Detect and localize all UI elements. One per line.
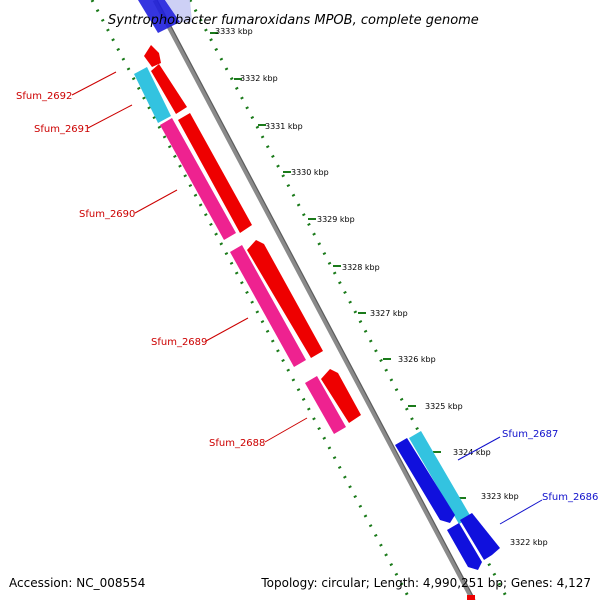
gene-feature-sfum-2692[interactable]: [144, 45, 161, 67]
cds-feature-sfum-2688[interactable]: [321, 369, 361, 423]
tick-label: 3328 kbp: [342, 263, 380, 272]
gene-feature-sfum-2687[interactable]: [409, 431, 471, 524]
genome-summary-text: Topology: circular; Length: 4,990,251 bp…: [260, 576, 591, 590]
gene-label-sfum-2692[interactable]: Sfum_2692: [16, 91, 72, 102]
tick-label: 3332 kbp: [240, 74, 278, 83]
reverse-gene-features: [395, 431, 500, 570]
cds-feature-sfum-2690[interactable]: [178, 113, 252, 233]
feature-top-partial[interactable]: [138, 0, 192, 33]
tick-label: 3325 kbp: [425, 402, 463, 411]
gene-label-sfum-2688[interactable]: Sfum_2688: [209, 438, 265, 449]
gene-feature-sfum-2690[interactable]: [160, 118, 236, 240]
feature-bottom-marker[interactable]: [467, 595, 475, 600]
gene-label-sfum-2686[interactable]: Sfum_2686: [542, 492, 598, 503]
forward-gene-features: [134, 45, 361, 434]
cds-feature-sfum-2687[interactable]: [395, 438, 455, 523]
tick-label: 3330 kbp: [291, 168, 329, 177]
tick-label: 3327 kbp: [370, 309, 408, 318]
tick-label: 3323 kbp: [481, 492, 519, 501]
gene-label-sfum-2689[interactable]: Sfum_2689: [151, 337, 207, 348]
gene-labels: Sfum_2692 Sfum_2691 Sfum_2690 Sfum_2689 …: [16, 91, 598, 503]
tick-label: 3326 kbp: [398, 355, 436, 364]
tick-label: 3333 kbp: [215, 27, 253, 36]
gene-label-sfum-2690[interactable]: Sfum_2690: [79, 209, 135, 220]
accession-text: Accession: NC_008554: [9, 576, 145, 590]
gene-feature-sfum-2686[interactable]: [460, 513, 500, 560]
tick-label: 3329 kbp: [317, 215, 355, 224]
cds-feature-sfum-2689[interactable]: [247, 240, 323, 358]
gene-feature-sfum-2691[interactable]: [134, 67, 171, 123]
ruler-tick-labels: 3333 kbp 3332 kbp 3331 kbp 3330 kbp 3329…: [215, 27, 548, 547]
cds-feature-sfum-2691[interactable]: [151, 64, 187, 114]
cds-feature-sfum-2686[interactable]: [447, 523, 482, 570]
gene-label-leaders: [71, 71, 543, 525]
gene-label-sfum-2691[interactable]: Sfum_2691: [34, 124, 90, 135]
gene-label-sfum-2687[interactable]: Sfum_2687: [502, 429, 558, 440]
tick-label: 3331 kbp: [265, 122, 303, 131]
genome-backbone: [152, 0, 476, 600]
gene-feature-sfum-2688[interactable]: [305, 376, 346, 434]
map-title: Syntrophobacter fumaroxidans MPOB, compl…: [108, 13, 479, 28]
tick-label: 3322 kbp: [510, 538, 548, 547]
gene-feature-sfum-2689[interactable]: [230, 245, 306, 367]
